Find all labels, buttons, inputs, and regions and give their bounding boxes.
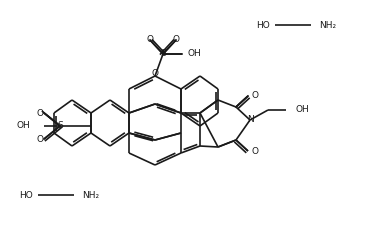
Text: OH: OH: [16, 121, 30, 131]
Text: O: O: [151, 68, 159, 78]
Text: NH₂: NH₂: [82, 191, 99, 199]
Text: HO: HO: [19, 191, 33, 199]
Text: O: O: [37, 108, 44, 118]
Text: O: O: [173, 36, 179, 44]
Text: N: N: [247, 115, 253, 125]
Text: HO: HO: [256, 20, 270, 30]
Text: OH: OH: [295, 106, 309, 114]
Text: O: O: [252, 146, 259, 156]
Text: O: O: [252, 91, 259, 101]
Text: S: S: [57, 121, 63, 131]
Text: OH: OH: [188, 49, 202, 59]
Text: O: O: [147, 36, 154, 44]
Text: S: S: [160, 49, 166, 59]
Text: NH₂: NH₂: [319, 20, 336, 30]
Text: O: O: [37, 134, 44, 144]
